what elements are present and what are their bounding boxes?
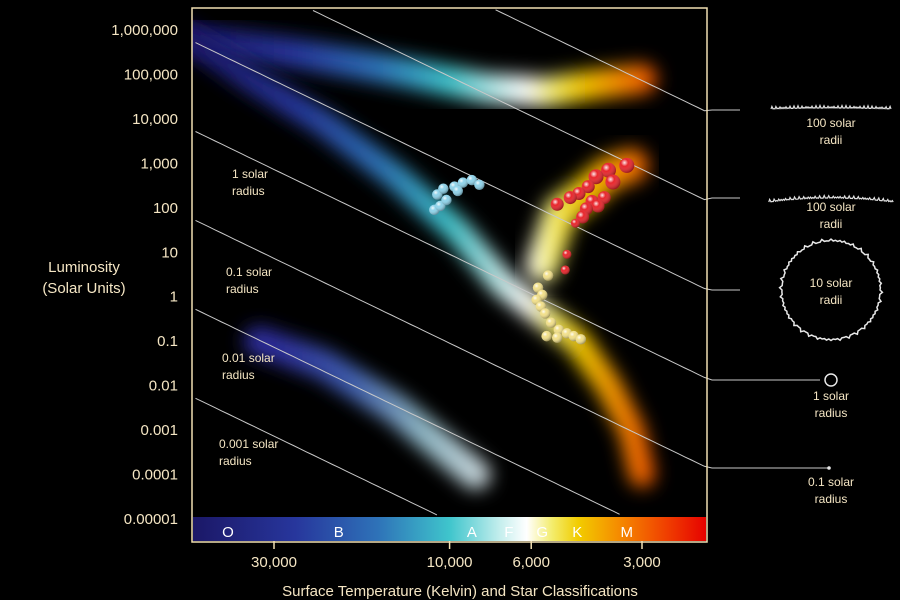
star-regions [192, 22, 657, 490]
star-point-shade [581, 180, 595, 194]
y-tick-label: 10 [161, 244, 178, 261]
star-point-shade [562, 249, 572, 259]
spectral-class-F: F [504, 524, 513, 541]
star-size-arc [768, 193, 894, 203]
radius-line-label: 0.01 solar [222, 351, 275, 365]
region-main-sequence [192, 25, 655, 488]
star-point-shade [541, 330, 552, 342]
size-comparison-label: 0.1 solar [808, 475, 854, 489]
y-tick-label: 1 [170, 289, 178, 306]
star-point-shade [452, 185, 463, 197]
x-axis-label: Surface Temperature (Kelvin) and Star Cl… [282, 583, 638, 600]
star-point-shade [550, 197, 564, 211]
region-supergiants [192, 22, 657, 108]
star-point-shade [474, 179, 485, 190]
x-tick-label: 3,000 [623, 554, 661, 571]
spectral-class-O: O [222, 524, 234, 541]
radius-line [195, 308, 620, 515]
star-point-shade [438, 183, 449, 194]
size-comparison-label: radii [820, 293, 843, 307]
y-tick-label: 1,000,000 [111, 22, 178, 39]
star-point-shade [441, 194, 452, 206]
y-axis-ticks: 1,000,000 100,000 10,000 1,000 100 10 1 0.1 0.01… [111, 22, 178, 528]
size-comparison-label: 100 solar [806, 200, 855, 214]
size-comparison: 100 solar radii 100 solar radii 10 solar radi… [768, 103, 894, 506]
spectral-color-bar [193, 517, 706, 541]
star-point-shade [542, 270, 554, 281]
radius-line [312, 10, 740, 201]
y-tick-label: 1,000 [140, 155, 178, 172]
radius-lines: 0.001 solar radius 0.01 solar radius 0.1 sol… [195, 9, 828, 516]
y-tick-label: 100 [153, 200, 178, 217]
radius-line [195, 219, 828, 469]
size-comparison-label: 100 solar [806, 116, 855, 130]
star-point-shade [551, 332, 563, 343]
star-point-shade [457, 177, 469, 188]
size-comparison-label: radius [815, 406, 848, 420]
x-tick-label: 10,000 [427, 554, 473, 571]
star-size-circle [778, 238, 884, 342]
radius-line-label: 0.1 solar [226, 265, 272, 279]
spectral-class-M: M [621, 524, 634, 541]
radius-line [195, 131, 820, 381]
y-axis-label-line2: (Solar Units) [42, 280, 125, 297]
radius-line-label: radius [222, 368, 255, 382]
star-point-shade [576, 210, 590, 224]
spectral-class-B: B [334, 524, 344, 541]
y-tick-label: 0.01 [149, 378, 178, 395]
spectral-class-K: K [572, 524, 582, 541]
radius-line-label: radius [226, 282, 259, 296]
star-point-shade [553, 324, 564, 336]
radius-line-label: radius [219, 454, 252, 468]
y-tick-label: 10,000 [132, 111, 178, 128]
star-point-shade [570, 218, 580, 228]
star-point-shade [560, 265, 570, 275]
radius-line [195, 397, 438, 516]
star-point-shade [588, 169, 604, 185]
y-tick-label: 0.1 [157, 333, 178, 350]
y-tick-label: 0.001 [140, 422, 178, 439]
y-tick-label: 0.0001 [132, 467, 178, 484]
x-tick-label: 6,000 [512, 554, 550, 571]
radius-line [495, 9, 740, 112]
star-point-shade [539, 308, 551, 319]
star-point-shade [466, 174, 478, 186]
star-point-shade [619, 157, 635, 173]
size-comparison-label: 10 solar [810, 276, 853, 290]
star-point-shade [575, 334, 586, 345]
size-comparison-label: 1 solar [813, 389, 849, 403]
y-tick-label: 100,000 [124, 66, 178, 83]
star-point-shade [545, 317, 557, 328]
spectral-class-G: G [536, 524, 548, 541]
star-point-shade [605, 174, 621, 190]
y-axis-label-line1: Luminosity [48, 259, 120, 276]
size-comparison-label: radii [820, 133, 843, 147]
radius-line-label: radius [232, 184, 265, 198]
spectral-class-A: A [467, 524, 477, 541]
star-size-dot [827, 466, 831, 470]
star-point-shade [563, 191, 577, 205]
star-points [429, 157, 635, 345]
radius-line-label: 1 solar [232, 167, 268, 181]
x-axis-ticks: 30,000 10,000 6,000 3,000 [251, 541, 661, 571]
star-size-circle [824, 373, 838, 387]
star-size-arc [770, 103, 892, 110]
star-point-shade [600, 162, 616, 178]
size-comparison-label: radii [820, 217, 843, 231]
y-tick-label: 0.00001 [124, 511, 178, 528]
x-tick-label: 30,000 [251, 554, 297, 571]
size-comparison-label: radius [815, 492, 848, 506]
radius-line-label: 0.001 solar [219, 437, 278, 451]
star-point-shade [591, 199, 605, 213]
region-white-dwarfs [243, 326, 491, 490]
radius-line [195, 42, 740, 291]
